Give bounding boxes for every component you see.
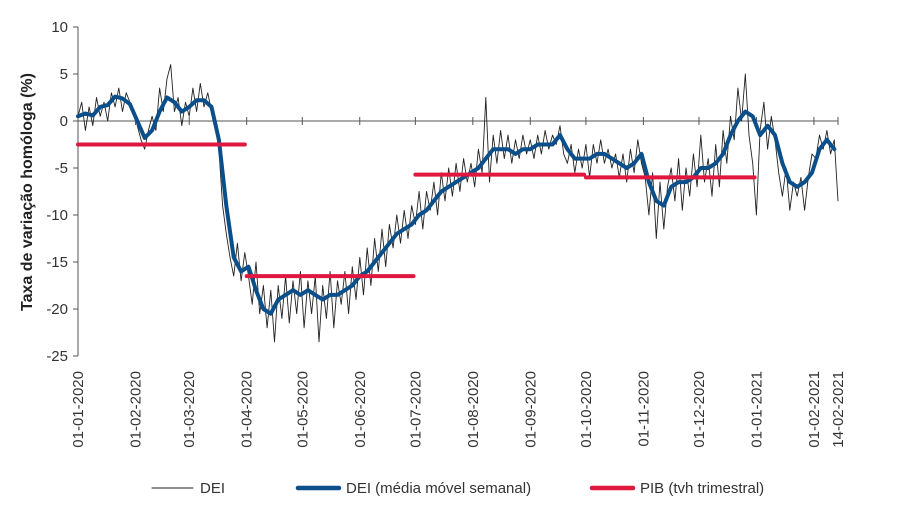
x-tick-label: 01-02-2021	[806, 371, 823, 448]
series-line-moving-average	[76, 94, 837, 316]
x-tick-label: 01-10-2020	[578, 371, 595, 448]
x-tick-label: 01-07-2020	[407, 371, 424, 448]
x-tick-label: 01-05-2020	[294, 371, 311, 448]
legend: DEI DEI (média móvel semanal) PIB (tvh t…	[151, 480, 764, 497]
y-tick-label: -10	[46, 207, 68, 224]
y-axis-ticks: 10 5 0 -5 -10 -15 -20 -25	[46, 19, 78, 365]
y-tick-label: 5	[60, 66, 68, 83]
y-tick-label: -25	[46, 348, 68, 365]
y-tick-label: -15	[46, 254, 68, 271]
x-tick-label: 01-06-2020	[352, 371, 369, 448]
legend-label-moving-average: DEI (média móvel semanal)	[346, 480, 531, 497]
x-axis-ticks: 01-01-2020 01-02-2020 01-03-2020 01-04-2020…	[70, 117, 847, 448]
legend-label-pib: PIB (tvh trimestral)	[640, 480, 764, 497]
axes	[77, 27, 838, 356]
y-axis-title-group: Taxa de variação homóloga (%)	[19, 73, 36, 311]
x-tick-label: 01-08-2020	[465, 371, 482, 448]
series-dei	[77, 64, 839, 343]
x-tick-label: 01-01-2021	[748, 371, 765, 448]
y-tick-label: 10	[51, 19, 68, 36]
y-tick-label: -5	[55, 160, 68, 177]
series-moving-average	[76, 94, 837, 316]
x-tick-label: 01-11-2020	[635, 371, 652, 447]
y-axis-title: Taxa de variação homóloga (%)	[19, 73, 36, 311]
y-tick-label: -20	[46, 301, 68, 318]
x-tick-label: 01-09-2020	[522, 371, 539, 448]
x-tick-label: 01-01-2020	[70, 371, 87, 448]
series-line-dei	[77, 64, 839, 343]
y-tick-label: 0	[60, 113, 68, 130]
legend-label-dei: DEI	[200, 480, 225, 497]
x-tick-label: 01-12-2020	[691, 371, 708, 448]
x-tick-label: 01-04-2020	[239, 371, 256, 448]
x-tick-label: 01-03-2020	[181, 371, 198, 448]
x-tick-label: 01-02-2020	[127, 371, 144, 448]
x-tick-label: 14-02-2021	[830, 371, 847, 448]
series-pib	[76, 142, 757, 279]
